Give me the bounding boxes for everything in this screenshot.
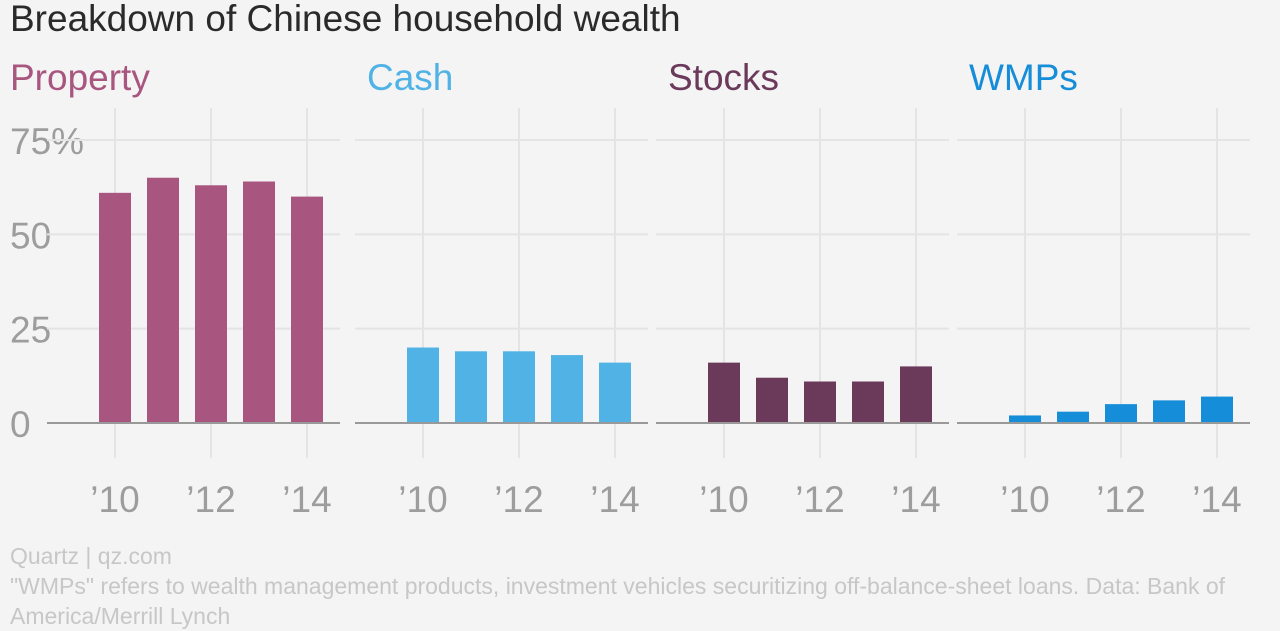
bar-stocks-2013	[852, 381, 884, 423]
bar-property-2014	[291, 196, 323, 423]
bar-wmps-2010	[1009, 415, 1041, 423]
y-tick-label: 75%	[10, 121, 84, 162]
bar-cash-2010	[407, 347, 439, 423]
x-tick-label: ’10	[90, 479, 139, 520]
x-tick-label: ’10	[1000, 479, 1049, 520]
x-tick-label: ’12	[795, 479, 844, 520]
bar-property-2010	[99, 192, 131, 423]
y-tick-label: 0	[10, 404, 31, 445]
panel-title-stocks: Stocks	[668, 57, 779, 98]
bar-property-2011	[147, 177, 179, 423]
x-tick-label: ’14	[282, 479, 331, 520]
bar-stocks-2010	[708, 362, 740, 423]
bar-property-2013	[243, 181, 275, 423]
bar-wmps-2012	[1105, 404, 1137, 423]
chart-title: Breakdown of Chinese household wealth	[10, 0, 681, 39]
x-tick-label: ’12	[494, 479, 543, 520]
y-tick-label: 25	[10, 310, 51, 351]
x-tick-label: ’10	[398, 479, 447, 520]
bar-cash-2013	[551, 355, 583, 423]
x-tick-label: ’12	[186, 479, 235, 520]
y-tick-label: 50	[10, 215, 51, 256]
source-credit: Quartz | qz.com	[10, 543, 172, 569]
bar-stocks-2014	[900, 366, 932, 423]
bar-wmps-2013	[1153, 400, 1185, 423]
bar-cash-2014	[599, 362, 631, 423]
bar-wmps-2014	[1201, 396, 1233, 423]
small-multiples-bar-chart: 75% 50 25 0 Property ’10 ’12 ’14 Cash ’10 ’12 ’14 St…	[10, 57, 1250, 520]
chart-footer: Quartz | qz.com "WMPs" refers to wealth …	[10, 541, 1280, 631]
bar-wmps-2011	[1057, 411, 1089, 423]
bar-property-2012	[195, 185, 227, 423]
bar-stocks-2011	[756, 377, 788, 423]
panel-title-property: Property	[10, 57, 150, 98]
panel-title-wmps: WMPs	[969, 57, 1078, 98]
x-tick-label: ’14	[891, 479, 940, 520]
panel-title-cash: Cash	[367, 57, 453, 98]
footnote-line-2: America/Merrill Lynch	[10, 603, 231, 629]
bar-stocks-2012	[804, 381, 836, 423]
bar-cash-2012	[503, 351, 535, 423]
x-tick-label: ’14	[590, 479, 639, 520]
x-tick-label: ’14	[1192, 479, 1241, 520]
bar-cash-2011	[455, 351, 487, 423]
x-tick-label: ’12	[1096, 479, 1145, 520]
x-tick-label: ’10	[699, 479, 748, 520]
footnote-line-1: "WMPs" refers to wealth management produ…	[10, 573, 1226, 599]
